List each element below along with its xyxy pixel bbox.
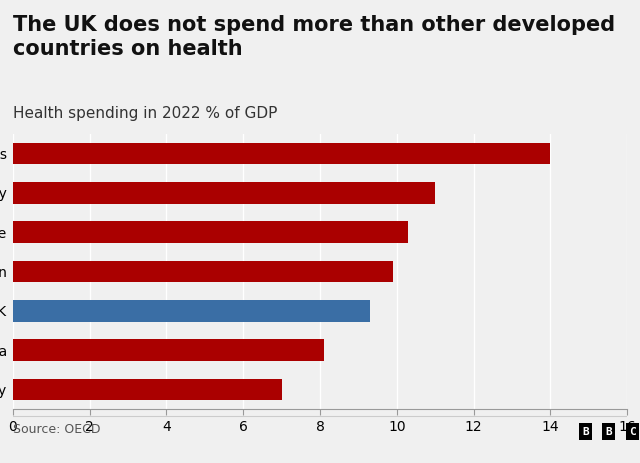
- Bar: [13, 261, 393, 282]
- Bar: [13, 300, 370, 322]
- Bar: [13, 221, 408, 243]
- Bar: [13, 379, 282, 400]
- Bar: [13, 182, 435, 204]
- Text: B: B: [605, 426, 612, 437]
- Text: Source: OECD: Source: OECD: [13, 423, 100, 436]
- Bar: [13, 339, 324, 361]
- Bar: [13, 143, 550, 164]
- Text: B: B: [582, 426, 589, 437]
- Text: Health spending in 2022 % of GDP: Health spending in 2022 % of GDP: [13, 106, 277, 121]
- Text: The UK does not spend more than other developed
countries on health: The UK does not spend more than other de…: [13, 15, 615, 59]
- Text: C: C: [628, 426, 636, 437]
